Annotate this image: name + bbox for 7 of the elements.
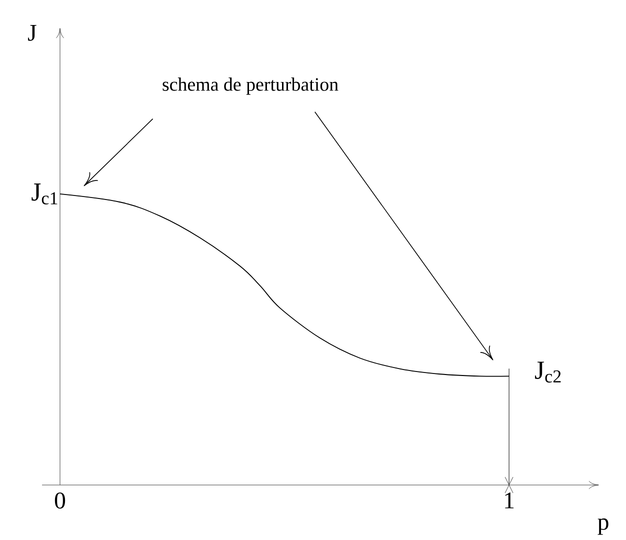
text: J — [28, 24, 36, 41]
annotation: J$_{c2}$ — [535, 362, 561, 383]
annotation: J$_{c1}$ — [32, 184, 58, 204]
text: schema de perturbation — [162, 78, 338, 95]
x-axis-title: p — [598, 518, 608, 535]
x-tick-label: 0 — [54, 492, 66, 509]
x-tick-label: 1 — [505, 492, 514, 508]
